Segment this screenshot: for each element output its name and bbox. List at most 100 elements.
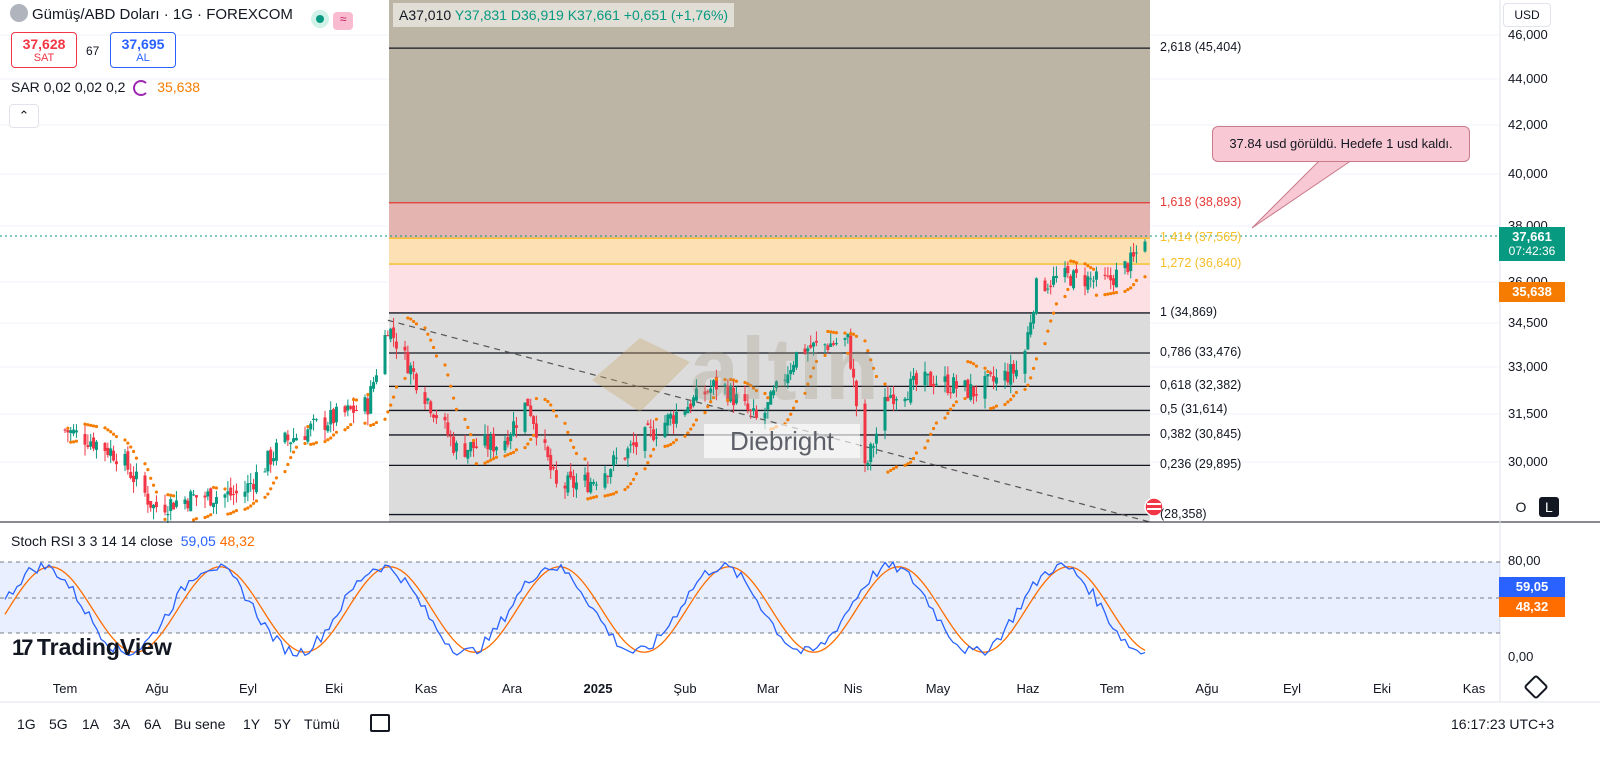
price-tick: 30,000 (1508, 454, 1548, 469)
scale-options[interactable]: O L (1513, 497, 1559, 517)
timeframe-button[interactable]: 5G (49, 716, 68, 732)
fib-label: 0,236 (29,895) (1160, 457, 1242, 472)
time-tick: Ağu (145, 681, 169, 696)
ohlc-change: +0,651 (+1,76%) (623, 7, 729, 23)
buy-label: AL (136, 52, 150, 64)
last-price-tag: 37,661 07:42:36 (1499, 227, 1565, 261)
time-tick: Nis (843, 681, 863, 696)
time-tick: Tem (52, 681, 78, 696)
silver-coin-icon (10, 4, 28, 22)
fib-label: 0,618 (32,382) (1160, 378, 1242, 393)
timeframe-button[interactable]: 6A (144, 716, 162, 732)
fibonacci-lines (389, 47, 1150, 516)
timeframe-button[interactable]: 1G (17, 716, 36, 732)
fib-label: 1,618 (38,893) (1160, 194, 1242, 209)
time-tick: Eki (1372, 681, 1392, 696)
fib-label: 1 (34,869) (1160, 304, 1217, 319)
time-tick: Ağu (1195, 681, 1219, 696)
stoch-k-value: 59,05 (180, 533, 216, 549)
stoch-label: Stoch RSI 3 3 14 14 close (11, 533, 173, 549)
timeframe-button[interactable]: Tümü (304, 716, 340, 732)
sell-label: SAT (33, 52, 55, 64)
timeframe-button[interactable]: 5Y (274, 716, 292, 732)
stoch-d-tag: 48,32 (1499, 597, 1565, 617)
ohlc-high: Y37,831 (454, 7, 507, 23)
ohlc-low: D36,919 (510, 7, 564, 23)
buy-price: 37,695 (121, 36, 165, 52)
sar-legend[interactable]: SAR 0,02 0,02 0,2 35,638 (11, 79, 200, 96)
last-price: 37,661 (1512, 229, 1552, 244)
fib-label: 2,618 (45,404) (1160, 40, 1242, 55)
stoch-d-value: 48,32 (219, 533, 255, 549)
sar-value: 35,638 (157, 79, 201, 95)
indicator-toggle-icon[interactable]: ≈ (333, 12, 354, 30)
candlestick-series (63, 239, 1147, 524)
timeframe-button[interactable]: 3A (113, 716, 131, 732)
us-flag-icon (1144, 497, 1164, 517)
time-tick: May (925, 681, 951, 696)
ohlc-close: K37,661 (567, 7, 620, 23)
sar-settings-icon[interactable] (133, 80, 150, 96)
price-tick: 31,500 (1508, 406, 1548, 421)
fibonacci-extension-zones (389, 0, 1150, 522)
time-tick: Şub (673, 681, 697, 696)
date-range-icon[interactable] (370, 714, 390, 732)
log-scale-button[interactable]: L (1538, 497, 1559, 517)
stoch-k-tag: 59,05 (1499, 577, 1565, 597)
fib-label: (28,358) (1160, 506, 1207, 521)
price-tick: 42,000 (1508, 117, 1548, 132)
price-tick: 46,000 (1508, 27, 1548, 42)
price-tick: 33,000 (1508, 359, 1548, 374)
collapse-legend-button[interactable]: ⌃ (9, 104, 39, 128)
annotation-callout[interactable]: 37.84 usd görüldü. Hedefe 1 usd kaldı. (1212, 126, 1470, 162)
time-tick: 2025 (583, 681, 613, 696)
stoch-d-line (4, 566, 1146, 653)
timeframe-button[interactable]: 1A (82, 716, 100, 732)
symbol-header[interactable]: Gümüş/ABD Doları · 1G · FOREXCOM ≈ (10, 4, 354, 30)
timeframe-button[interactable]: Bu sene (174, 716, 226, 732)
time-tick: Haz (1016, 681, 1040, 696)
price-grid (0, 34, 1500, 463)
ohlc-readout: A37,010 Y37,831 D36,919 K37,661 +0,651 (… (393, 3, 735, 27)
time-tick: Kas (1462, 681, 1486, 696)
stoch-legend[interactable]: Stoch RSI 3 3 14 14 close 59,05 48,32 (11, 533, 255, 549)
ohlc-open: A37,010 (399, 7, 452, 23)
symbol-title: Gümüş/ABD Doları · 1G · FOREXCOM (32, 6, 293, 23)
sar-price-tag: 35,638 (1499, 282, 1565, 302)
parabolic-sar-dots (66, 259, 1147, 522)
tv-logo-icon: 17 (12, 635, 34, 660)
watermark-name: Diebright (704, 424, 860, 458)
time-tick: Eki (324, 681, 344, 696)
watermark-brand: altın (690, 319, 881, 418)
fib-label: 0,5 (31,614) (1160, 402, 1228, 417)
time-tick: Tem (1099, 681, 1125, 696)
price-tick: 40,000 (1508, 166, 1548, 181)
percent-scale-button[interactable]: O (1515, 499, 1527, 515)
tv-logo-text: TradingView (36, 634, 172, 660)
stoch-tick-0: 0,00 (1508, 649, 1534, 664)
clock[interactable]: 16:17:23 UTC+3 (1451, 716, 1555, 732)
stoch-tick-80: 80,00 (1508, 553, 1541, 568)
watermark-logo (592, 338, 690, 412)
fib-label: 0,382 (30,845) (1160, 426, 1242, 441)
price-tick: 44,000 (1508, 71, 1548, 86)
sell-button[interactable]: 37,628 SAT (11, 32, 77, 68)
spread-value: 67 (86, 44, 100, 58)
market-open-indicator (311, 10, 330, 28)
currency-selector[interactable]: USD (1503, 3, 1551, 27)
sell-price: 37,628 (22, 36, 66, 52)
time-tick: Kas (414, 681, 438, 696)
fib-label: 1,414 (37,565) (1160, 230, 1242, 245)
time-tick: Eyl (1282, 681, 1302, 696)
time-tick: Mar (756, 681, 780, 696)
buy-button[interactable]: 37,695 AL (110, 32, 176, 68)
time-tick: Ara (501, 681, 523, 696)
sar-label: SAR 0,02 0,02 0,2 (11, 79, 126, 95)
timeframe-button[interactable]: 1Y (243, 716, 261, 732)
chevron-up-icon: ⌃ (18, 108, 30, 123)
time-tick: Eyl (238, 681, 258, 696)
tradingview-logo[interactable]: 17 TradingView (12, 634, 172, 661)
fib-label: 0,786 (33,476) (1160, 345, 1242, 360)
stoch-k-line (4, 560, 1146, 657)
